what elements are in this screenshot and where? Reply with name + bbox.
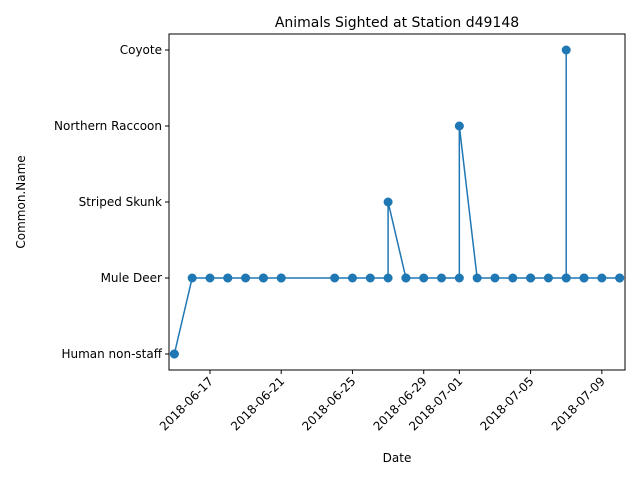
- y-axis-label: Common.Name: [14, 155, 28, 248]
- data-point: [419, 273, 429, 283]
- data-point: [437, 273, 447, 283]
- data-point: [597, 273, 607, 283]
- x-axis: 2018-06-17 2018-06-21 2018-06-25 2018-06-29…: [157, 370, 608, 433]
- data-point: [330, 273, 340, 283]
- data-point: [490, 273, 500, 283]
- y-tick-label: Striped Skunk: [79, 195, 162, 209]
- y-tick-label: Coyote: [120, 43, 162, 57]
- data-point: [347, 273, 357, 283]
- data-point: [169, 349, 179, 359]
- data-point: [223, 273, 233, 283]
- plot-frame: [168, 33, 626, 371]
- data-point: [579, 273, 589, 283]
- data-point: [383, 197, 393, 207]
- data-point: [241, 273, 251, 283]
- x-tick-label: 2018-06-21: [228, 374, 287, 433]
- data-point: [543, 273, 553, 283]
- data-point: [454, 273, 464, 283]
- data-point: [401, 273, 411, 283]
- data-point: [561, 273, 571, 283]
- x-tick-label: 2018-07-05: [477, 374, 536, 433]
- data-point: [365, 273, 375, 283]
- y-tick-label: Mule Deer: [101, 271, 162, 285]
- y-tick-label: Human non-staff: [61, 347, 162, 361]
- x-tick-label: 2018-06-25: [299, 374, 358, 433]
- data-point: [615, 273, 625, 283]
- data-point: [561, 45, 571, 55]
- plot-area: [169, 45, 625, 359]
- data-point: [472, 273, 482, 283]
- data-point: [383, 273, 393, 283]
- data-point: [454, 121, 464, 131]
- series-line: [173, 50, 620, 355]
- x-tick-label: 2018-07-09: [549, 374, 608, 433]
- x-tick-label: 2018-06-17: [157, 374, 216, 433]
- y-tick-label: Northern Raccoon: [54, 119, 162, 133]
- data-point: [205, 273, 215, 283]
- y-axis: Human non-staff Mule Deer Striped Skunk Nor…: [54, 43, 169, 361]
- chart-title: Animals Sighted at Station d49148: [275, 15, 519, 31]
- data-point: [258, 273, 268, 283]
- data-point: [508, 273, 518, 283]
- data-point: [276, 273, 286, 283]
- data-point: [526, 273, 536, 283]
- data-point: [187, 273, 197, 283]
- x-axis-label: Date: [383, 451, 412, 465]
